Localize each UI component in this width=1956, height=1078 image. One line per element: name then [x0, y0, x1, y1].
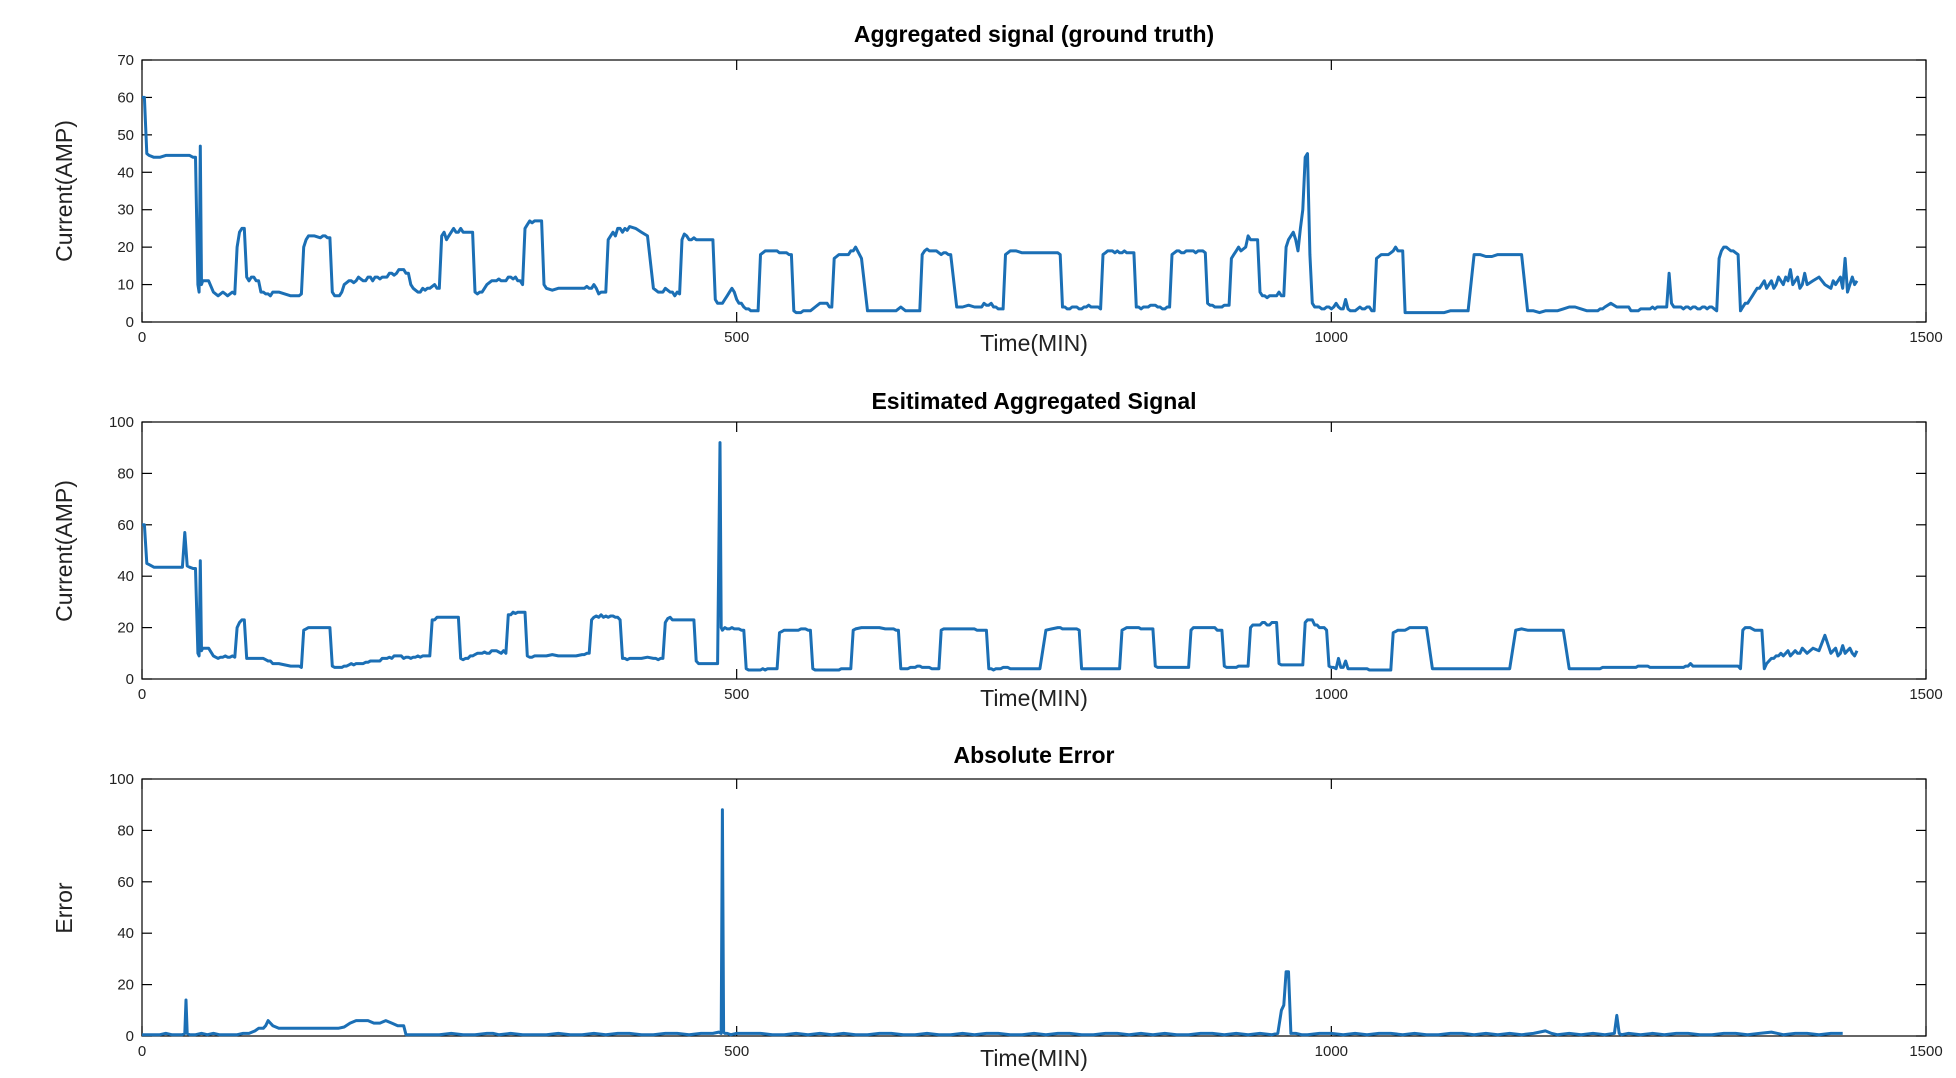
y-tick-label: 80: [117, 465, 134, 482]
x-tick-label: 0: [138, 1043, 146, 1060]
axes-box-3: [141, 778, 1927, 1037]
subplot-1-title: Aggregated signal (ground truth): [854, 21, 1214, 47]
y-tick-label: 10: [117, 277, 134, 294]
y-tick-label: 40: [117, 925, 134, 942]
subplot-2: Esitimated Aggregated Signal Current(AMP…: [51, 388, 1943, 711]
y-tick-label: 60: [117, 517, 134, 534]
y-tick-label: 60: [117, 874, 134, 891]
subplot-2-title: Esitimated Aggregated Signal: [871, 388, 1196, 414]
axes-box-2: [141, 421, 1927, 680]
y-tick-label: 20: [117, 239, 134, 256]
y-tick-label: 20: [117, 977, 134, 994]
subplot-3-title: Absolute Error: [953, 742, 1114, 768]
axes-box-1: [141, 59, 1927, 323]
series-line-3: [142, 808, 1843, 1037]
y-tick-label: 0: [126, 1028, 134, 1045]
y-tick-label: 60: [117, 89, 134, 106]
x-tick-label: 1500: [1909, 1043, 1942, 1060]
x-tick-label: 500: [724, 686, 749, 703]
x-tick-label: 1000: [1315, 686, 1348, 703]
x-tick-label: 500: [724, 329, 749, 346]
y-tick-label: 0: [126, 671, 134, 688]
subplot-2-xlabel: Time(MIN): [980, 685, 1088, 711]
y-tick-label: 30: [117, 202, 134, 219]
y-tick-label: 50: [117, 127, 134, 144]
series-line-1: [142, 95, 1859, 315]
y-tick-label: 100: [109, 414, 134, 431]
y-tick-label: 20: [117, 620, 134, 637]
series-line-2: [142, 441, 1859, 672]
y-tick-label: 70: [117, 52, 134, 69]
subplot-2-ylabel: Current(AMP): [51, 480, 77, 622]
x-tick-label: 1500: [1909, 686, 1942, 703]
x-tick-label: 1000: [1315, 329, 1348, 346]
y-tick-label: 40: [117, 568, 134, 585]
subplot-3-xlabel: Time(MIN): [980, 1045, 1088, 1071]
x-tick-label: 1000: [1315, 1043, 1348, 1060]
y-tick-label: 80: [117, 822, 134, 839]
subplot-1-xlabel: Time(MIN): [980, 330, 1088, 356]
subplot-3: Absolute Error Error Time(MIN) 0 500 1000 1…: [51, 742, 1943, 1071]
x-tick-label: 1500: [1909, 329, 1942, 346]
y-tick-label: 40: [117, 164, 134, 181]
y-tick-label: 0: [126, 314, 134, 331]
x-tick-label: 500: [724, 1043, 749, 1060]
y-tick-label: 100: [109, 771, 134, 788]
subplot-3-ylabel: Error: [51, 882, 77, 933]
x-tick-label: 0: [138, 686, 146, 703]
subplot-1: Aggregated signal (ground truth) Current…: [51, 21, 1943, 356]
subplot-1-ylabel: Current(AMP): [51, 120, 77, 262]
x-tick-label: 0: [138, 329, 146, 346]
